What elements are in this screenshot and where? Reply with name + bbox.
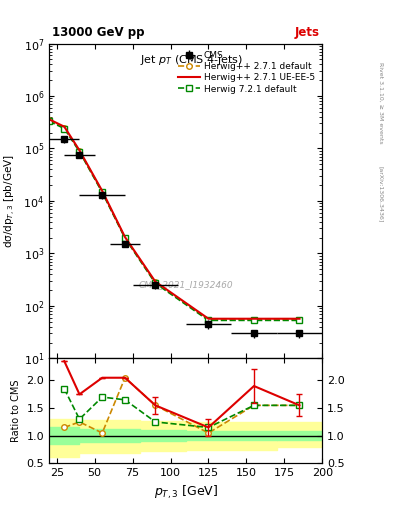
Text: CMS_2021_I1932460: CMS_2021_I1932460: [138, 280, 233, 289]
Herwig++ 2.7.1 UE-EE-5: [252, 316, 256, 322]
Herwig++ 2.7.1 UE-EE-5: [123, 234, 127, 240]
Text: 13000 GeV pp: 13000 GeV pp: [52, 26, 144, 39]
Herwig++ 2.7.1 UE-EE-5: [47, 116, 51, 122]
Herwig 7.2.1 default: [47, 118, 51, 124]
Text: [arXiv:1306.3436]: [arXiv:1306.3436]: [378, 166, 383, 223]
Herwig 7.2.1 default: [206, 317, 211, 324]
Herwig++ 2.7.1 default: [297, 316, 302, 323]
Herwig++ 2.7.1 UE-EE-5: [62, 123, 67, 130]
Herwig++ 2.7.1 UE-EE-5: [297, 316, 302, 322]
Herwig++ 2.7.1 UE-EE-5: [100, 188, 105, 194]
Herwig++ 2.7.1 default: [123, 234, 127, 241]
Herwig++ 2.7.1 default: [206, 316, 211, 323]
Herwig 7.2.1 default: [153, 280, 158, 286]
Legend: CMS, Herwig++ 2.7.1 default, Herwig++ 2.7.1 UE-EE-5, Herwig 7.2.1 default: CMS, Herwig++ 2.7.1 default, Herwig++ 2.…: [175, 48, 318, 96]
Herwig 7.2.1 default: [62, 125, 67, 132]
Herwig++ 2.7.1 UE-EE-5: [206, 316, 211, 322]
Herwig 7.2.1 default: [77, 148, 82, 155]
Line: Herwig++ 2.7.1 default: Herwig++ 2.7.1 default: [46, 117, 302, 323]
Herwig++ 2.7.1 default: [153, 280, 158, 286]
Y-axis label: Ratio to CMS: Ratio to CMS: [11, 379, 21, 442]
Herwig++ 2.7.1 default: [77, 148, 82, 154]
Herwig++ 2.7.1 UE-EE-5: [77, 147, 82, 154]
Y-axis label: dσ/dp$_{T,3}$ [pb/GeV]: dσ/dp$_{T,3}$ [pb/GeV]: [3, 154, 18, 248]
Text: Jets: Jets: [294, 26, 320, 39]
Herwig 7.2.1 default: [252, 317, 256, 324]
Herwig++ 2.7.1 default: [252, 316, 256, 323]
Herwig 7.2.1 default: [297, 317, 302, 324]
Herwig++ 2.7.1 default: [100, 188, 105, 195]
Line: Herwig 7.2.1 default: Herwig 7.2.1 default: [46, 118, 302, 323]
Herwig++ 2.7.1 UE-EE-5: [153, 279, 158, 285]
Text: Rivet 3.1.10, ≥ 3M events: Rivet 3.1.10, ≥ 3M events: [378, 61, 383, 143]
Line: Herwig++ 2.7.1 UE-EE-5: Herwig++ 2.7.1 UE-EE-5: [49, 119, 299, 319]
Herwig 7.2.1 default: [123, 235, 127, 241]
Herwig 7.2.1 default: [100, 189, 105, 196]
Text: Jet $p_T$ (CMS 4-jets): Jet $p_T$ (CMS 4-jets): [140, 53, 243, 67]
Herwig++ 2.7.1 default: [47, 117, 51, 123]
X-axis label: $p_{T,3}$ [GeV]: $p_{T,3}$ [GeV]: [154, 484, 218, 501]
Herwig++ 2.7.1 default: [62, 124, 67, 131]
